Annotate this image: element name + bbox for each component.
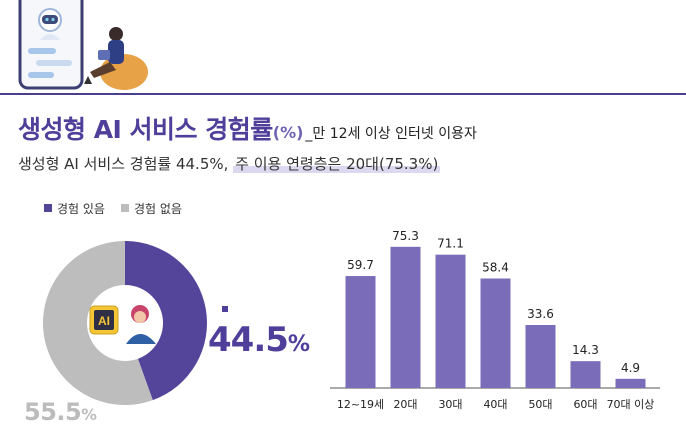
- label-not-experienced-percent: %: [81, 406, 97, 424]
- person-icon: [84, 27, 148, 90]
- title-main: 생성형 AI 서비스 경험률: [18, 115, 273, 144]
- title-subtext: _만 12세 이상 인터넷 이용자: [305, 126, 477, 142]
- bar-category-label-1: 20대: [393, 398, 417, 411]
- bar-category-label-0: 12~19세: [337, 398, 384, 411]
- woman-icon: [126, 305, 156, 344]
- legend: 경험 있음 경험 없음: [44, 200, 182, 217]
- robot-icon: [38, 8, 62, 40]
- bar-3: [480, 278, 511, 388]
- ai-chip-text: AI: [98, 314, 110, 328]
- bar-1: [390, 246, 421, 388]
- bar-5: [570, 361, 601, 388]
- legend-item-no: 경험 없음: [120, 200, 182, 217]
- bar-value-label-0: 59.7: [347, 258, 374, 272]
- legend-label-yes: 경험 있음: [57, 202, 105, 216]
- bar-2: [435, 254, 466, 388]
- title-unit: (%): [272, 123, 304, 142]
- chart-subtitle: 생성형 AI 서비스 경험률 44.5%, 주 이용 연령층은 20대(75.3…: [18, 153, 441, 174]
- label-not-experienced: 55.5%: [24, 398, 97, 426]
- bar-category-label-5: 60대: [573, 398, 597, 411]
- bar-category-label-4: 50대: [528, 398, 552, 411]
- bar-6: [615, 378, 646, 388]
- bar-value-label-4: 33.6: [527, 307, 554, 321]
- bar-value-label-3: 58.4: [482, 261, 509, 275]
- donut-chart: AI: [42, 241, 207, 405]
- bar-0: [345, 276, 376, 388]
- chatbot-illustration: [0, 0, 180, 92]
- bar-category-label-3: 40대: [483, 398, 507, 411]
- header-divider: [0, 93, 686, 95]
- bar-category-label-6: 70대 이상: [607, 398, 655, 411]
- chart-title: 생성형 AI 서비스 경험률(%) _만 12세 이상 인터넷 이용자: [18, 110, 477, 146]
- bar-category-label-2: 30대: [438, 398, 462, 411]
- subtitle-highlight: 주 이용 연령층은 20대(75.3%): [233, 155, 441, 173]
- callout-marker: [222, 306, 228, 312]
- legend-item-yes: 경험 있음: [44, 200, 105, 217]
- label-not-experienced-value: 55.5: [24, 398, 82, 426]
- legend-swatch-no: [120, 204, 129, 212]
- bar-value-label-1: 75.3: [392, 229, 419, 243]
- age-bar-chart: 59.7 12~19세 75.3 20대 71.1 30대 58.4 40대 33.6 50대 14…: [330, 229, 660, 411]
- subtitle-prefix: 생성형 AI 서비스 경험률 44.5%,: [18, 155, 229, 173]
- bar-value-label-2: 71.1: [437, 237, 464, 251]
- ai-chip-icon: AI: [89, 305, 119, 335]
- bar-4: [525, 325, 556, 388]
- label-experienced-percent: %: [287, 331, 310, 357]
- bar-value-label-5: 14.3: [572, 343, 599, 357]
- label-experienced-value: 44.5: [208, 320, 289, 360]
- legend-swatch-yes: [44, 204, 52, 212]
- label-experienced: 44.5%: [208, 320, 310, 360]
- donut-slice-experienced: [125, 241, 207, 401]
- legend-label-no: 경험 없음: [133, 202, 182, 216]
- bar-value-label-6: 4.9: [621, 361, 640, 375]
